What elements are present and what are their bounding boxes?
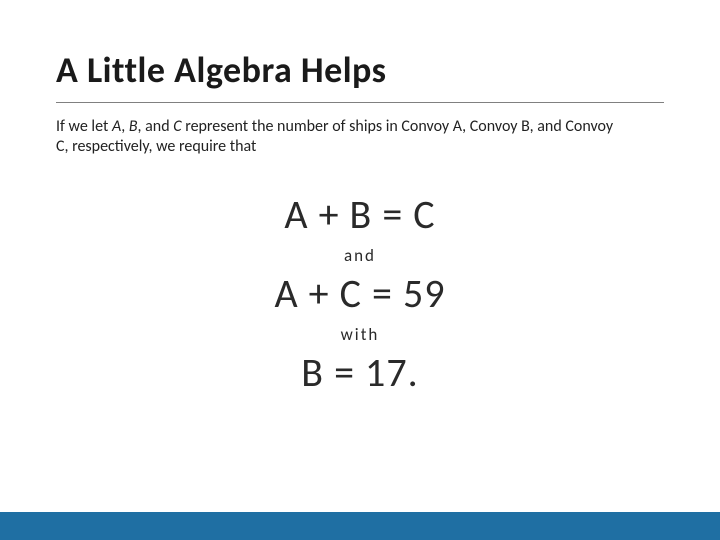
- intro-part: If we let: [56, 117, 112, 136]
- intro-var-a: A: [112, 117, 121, 136]
- slide-title: A Little Algebra Helps: [56, 48, 664, 102]
- equation-1: A + B = C: [56, 193, 664, 237]
- connector-with: with: [56, 324, 664, 345]
- intro-var-b: B: [129, 117, 138, 136]
- intro-part: ,: [121, 117, 129, 136]
- title-divider: [56, 102, 664, 103]
- equations-block: A + B = C and A + C = 59 with B = 17.: [56, 193, 664, 395]
- connector-and: and: [56, 245, 664, 266]
- intro-part: , and: [138, 117, 174, 136]
- equation-3: B = 17.: [56, 351, 664, 395]
- intro-var-c: C: [173, 117, 181, 136]
- intro-text: If we let A, B, and C represent the numb…: [56, 117, 616, 157]
- footer-bar: [0, 512, 720, 540]
- slide: A Little Algebra Helps If we let A, B, a…: [0, 0, 720, 540]
- equation-2: A + C = 59: [56, 272, 664, 316]
